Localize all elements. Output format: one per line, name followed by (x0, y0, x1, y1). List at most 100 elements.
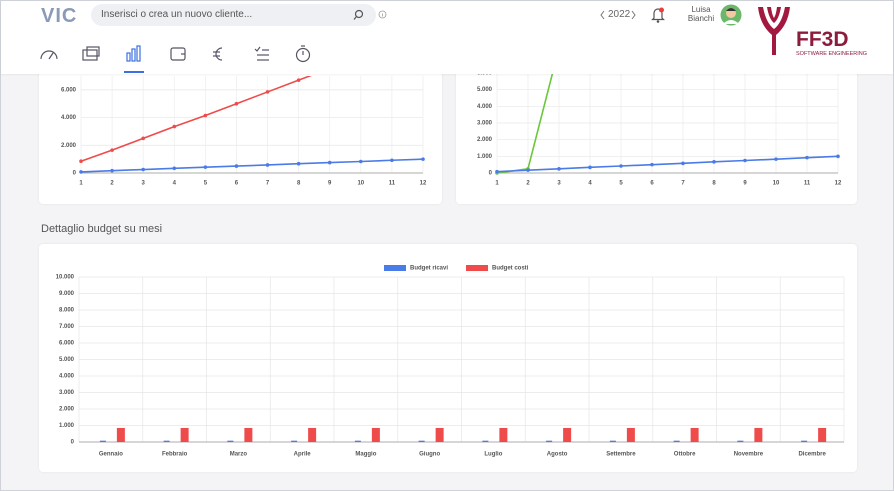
bar (163, 440, 170, 442)
brand: FF3D (796, 28, 849, 51)
legend-swatch (466, 265, 489, 271)
avatar[interactable] (720, 4, 742, 26)
bar (435, 427, 444, 442)
next-year[interactable] (629, 10, 637, 20)
data-point (421, 157, 425, 161)
chart-card (39, 244, 857, 472)
data-point (172, 166, 177, 171)
x-tick-label: Settembre (606, 452, 636, 458)
bar (244, 427, 253, 442)
search-icon[interactable] (353, 9, 365, 21)
y-tick-label: 2.000 (61, 143, 77, 149)
data-point (203, 165, 208, 169)
bar (308, 427, 317, 442)
nav-tasks[interactable] (254, 46, 269, 61)
legend-label: Budget costi (492, 266, 529, 272)
x-tick-label: Giugno (419, 452, 440, 458)
plot-area (495, 73, 840, 175)
data-point (110, 148, 114, 152)
bar (754, 427, 763, 442)
x-tick-label: 1 (79, 181, 83, 187)
data-point (359, 159, 363, 164)
x-tick-label: Aprile (294, 452, 312, 458)
x-tick-label: 6 (650, 181, 654, 187)
bar (499, 427, 508, 442)
bar (563, 427, 572, 442)
series-line (496, 155, 839, 173)
data-point (265, 163, 270, 167)
y-tick-label: 3.000 (477, 121, 493, 127)
bar (690, 427, 699, 442)
data-point (172, 124, 177, 129)
data-point (774, 157, 778, 161)
y-tick-label: 1.000 (477, 154, 493, 160)
bar (291, 440, 298, 442)
brand-tagline: SOFTWARE ENGINEERING (796, 51, 867, 57)
data-point (588, 165, 592, 170)
y-tick-label: 2.000 (477, 137, 493, 143)
user-first-name: Luisa (691, 5, 711, 14)
prev-year[interactable] (599, 10, 607, 20)
y-tick-label: 4.000 (477, 104, 493, 110)
logo[interactable]: VIC (41, 5, 78, 27)
x-tick-label: Novembre (734, 452, 764, 458)
x-tick-label: 7 (266, 181, 270, 187)
x-tick-label: 10 (773, 181, 780, 187)
user-last-name: Bianchi (687, 14, 715, 23)
bar (418, 440, 425, 442)
data-point (296, 161, 301, 166)
data-point (836, 154, 840, 159)
chart-card (39, 61, 442, 204)
x-tick-label: 4 (588, 181, 592, 187)
x-tick-label: Ottobre (674, 452, 696, 458)
search-input[interactable]: Inserisci o crea un nuovo cliente... (91, 4, 376, 26)
x-tick-label: Febbraio (162, 452, 188, 458)
nav-dashboard[interactable] (40, 50, 58, 60)
nav-timer[interactable] (295, 45, 311, 63)
nav-charts[interactable] (124, 45, 144, 73)
y-tick-label: 6.000 (59, 341, 75, 347)
nav-wallet[interactable] (170, 47, 186, 61)
x-tick-label: 8 (297, 181, 301, 187)
x-tick-label: 8 (712, 181, 716, 187)
x-tick-label: 9 (328, 181, 332, 187)
x-tick-label: 7 (681, 181, 685, 187)
bar (673, 440, 680, 442)
x-tick-label: 10 (357, 181, 364, 187)
chart-card (456, 61, 857, 204)
series-line (80, 158, 424, 173)
y-tick-label: 2.000 (59, 407, 75, 413)
bar (801, 440, 808, 442)
y-tick-label: 8.000 (59, 308, 75, 314)
legend-swatch (384, 265, 406, 271)
bar (609, 440, 616, 442)
bar (482, 440, 489, 442)
x-tick-label: 2 (110, 181, 114, 187)
x-tick-label: Maggio (355, 452, 376, 458)
x-tick-label: 3 (142, 181, 146, 187)
data-point (327, 160, 332, 165)
y-tick-label: 0 (489, 171, 493, 177)
nav-bar (40, 45, 311, 73)
plot-area (79, 76, 425, 174)
data-point (141, 167, 145, 172)
x-tick-label: Agosto (547, 452, 568, 458)
data-point (805, 155, 809, 160)
section-title: Dettaglio budget su mesi (41, 223, 163, 235)
bar (626, 427, 635, 442)
data-point (495, 169, 499, 174)
bar (180, 427, 189, 442)
info-icon[interactable] (378, 10, 387, 19)
y-tick-label: 5.000 (59, 357, 75, 363)
notifications[interactable] (651, 6, 665, 24)
data-point (234, 164, 239, 168)
year: 2022 (608, 9, 631, 20)
y-tick-label: 10.000 (56, 275, 75, 281)
nav-clients[interactable] (82, 46, 100, 61)
nav-euro[interactable] (213, 47, 223, 61)
x-tick-label: 11 (804, 181, 811, 187)
x-tick-label: 5 (204, 181, 208, 187)
data-point (712, 160, 716, 164)
